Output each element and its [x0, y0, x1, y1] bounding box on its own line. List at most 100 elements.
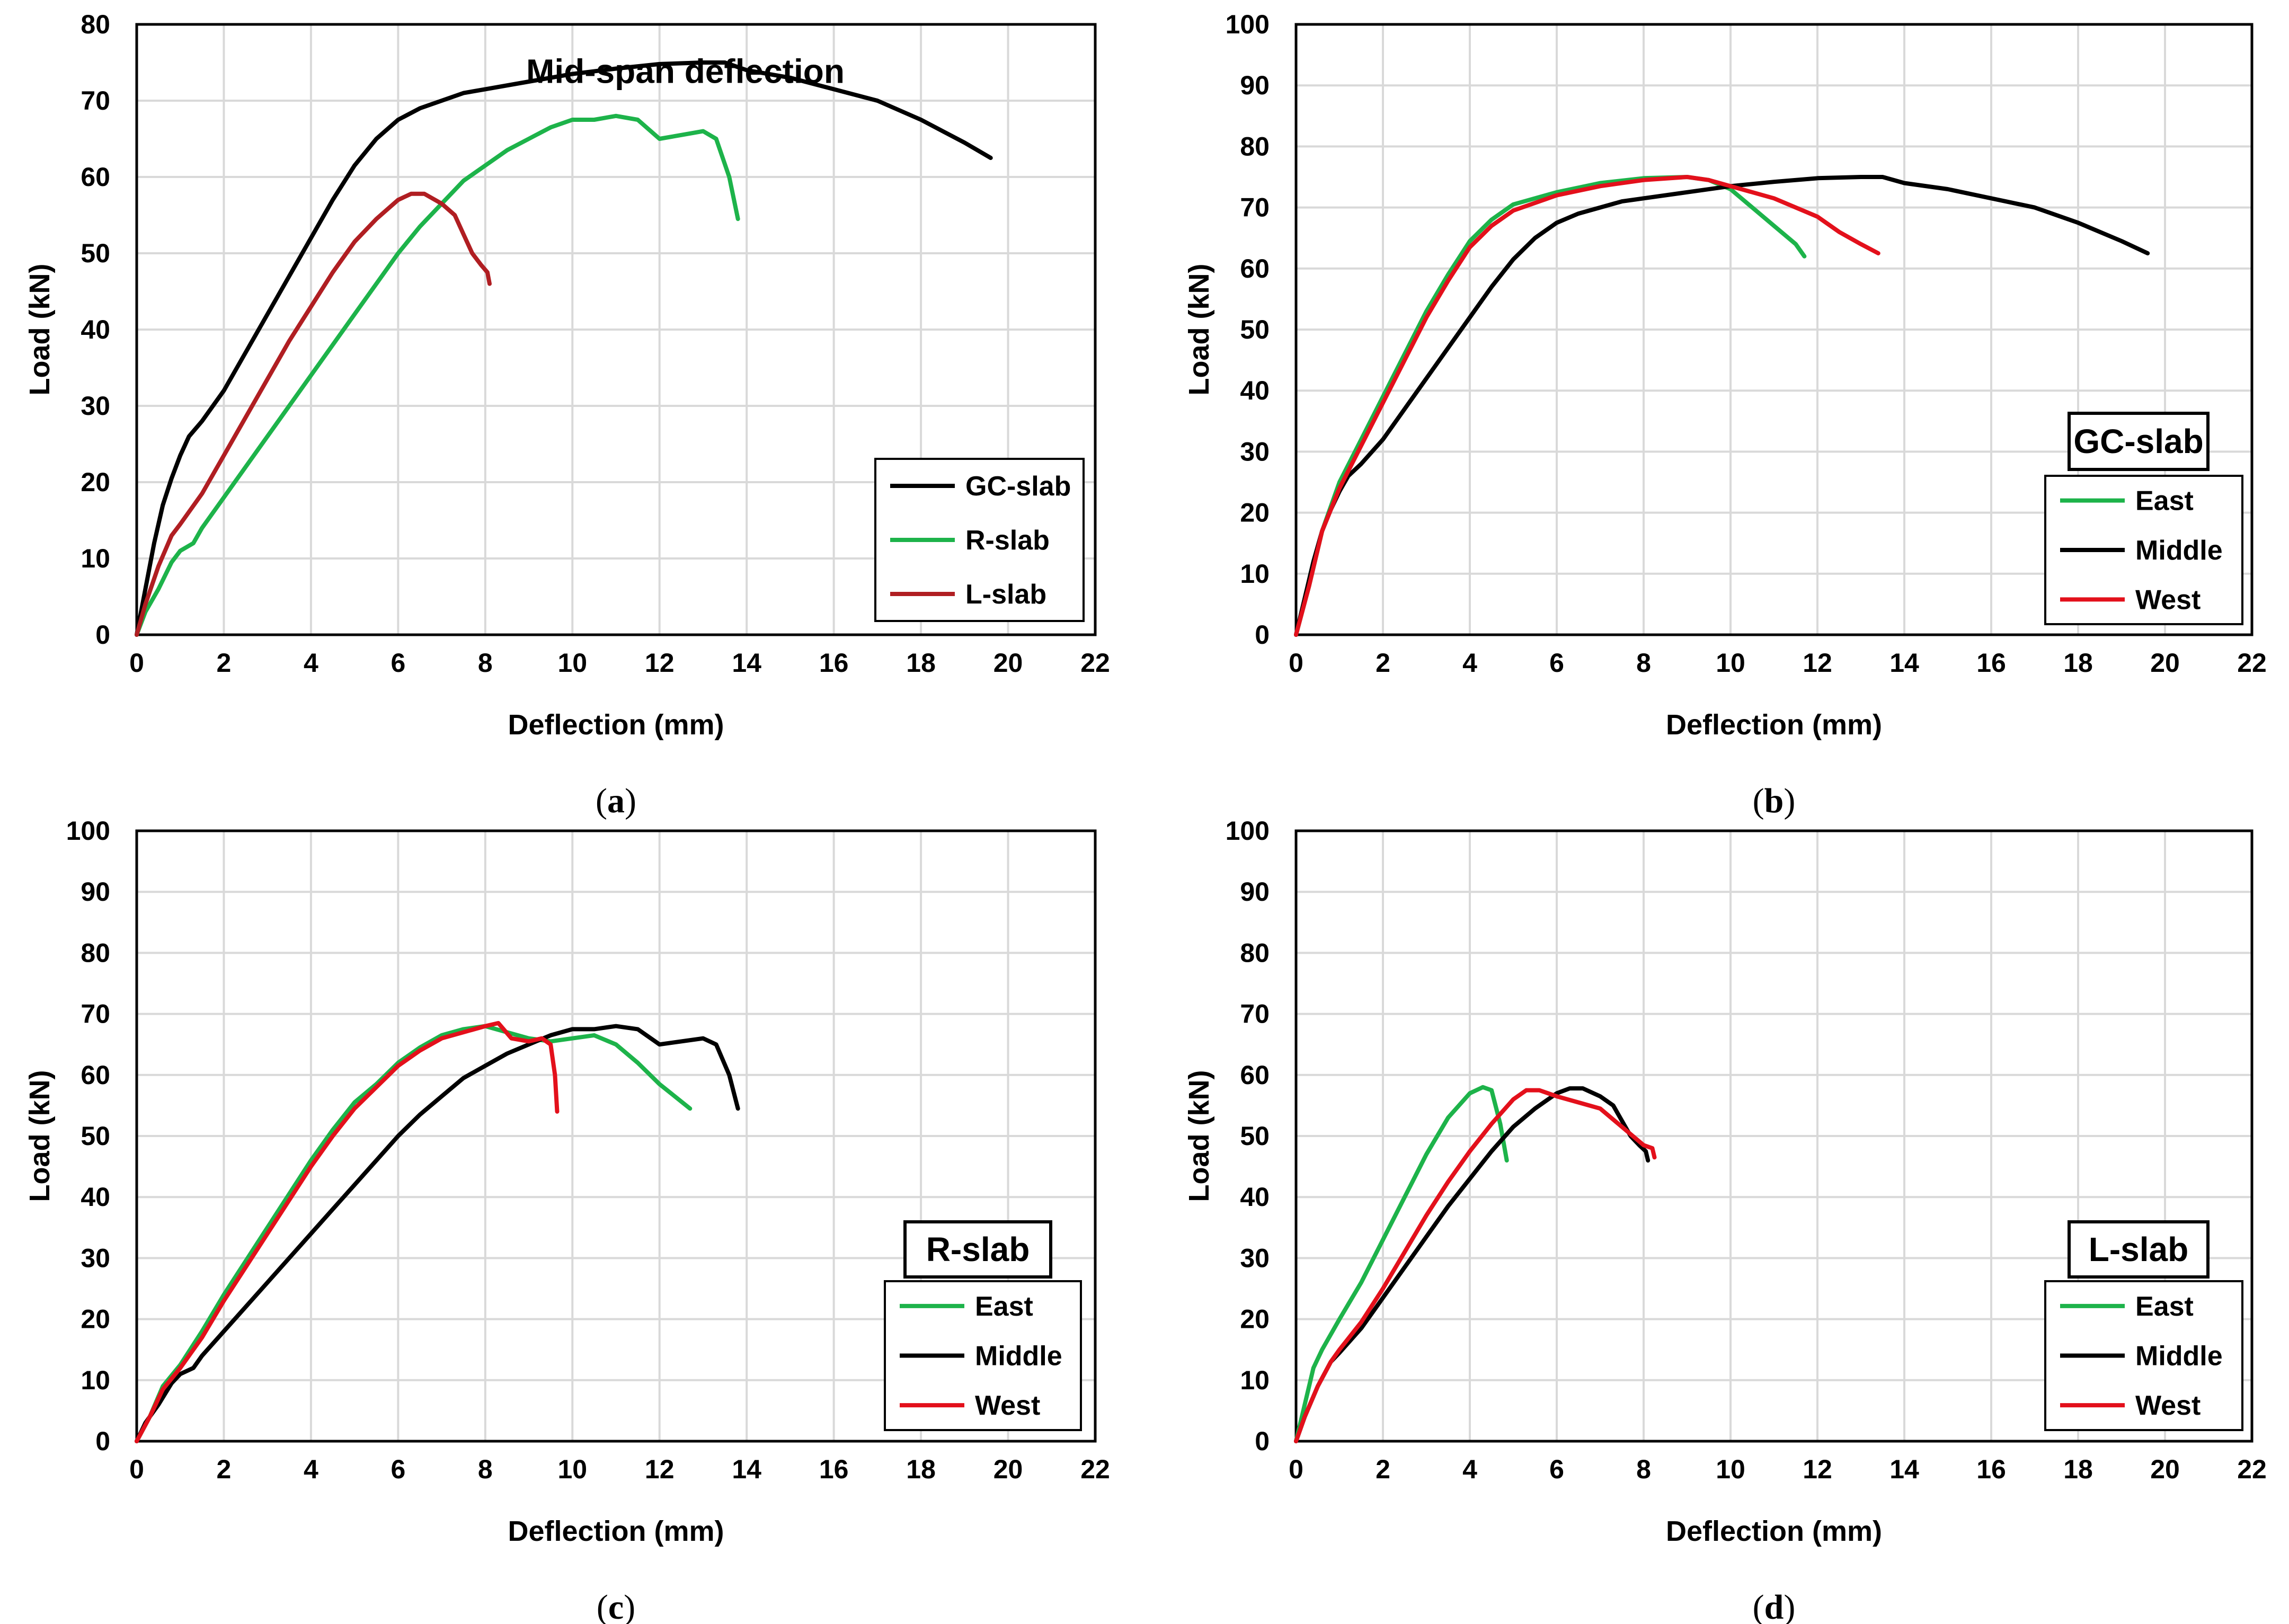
plot-frame	[1294, 23, 2253, 636]
y-tick-label: 40	[81, 1182, 110, 1212]
x-tick-label: 16	[1976, 1454, 2006, 1484]
x-axis-label: Deflection (mm)	[508, 1515, 724, 1547]
y-tick-label: 40	[81, 315, 110, 344]
x-axis-label: Deflection (mm)	[508, 709, 724, 741]
y-tick-label: 20	[81, 467, 110, 497]
chart-title-box	[2068, 412, 2210, 471]
x-tick-label: 22	[2237, 1454, 2267, 1484]
series-line-west	[1294, 1088, 1657, 1443]
legend-label: L-slab	[965, 579, 1046, 610]
chart-title: L-slab	[2089, 1230, 2188, 1268]
y-tick-label: 100	[66, 816, 110, 846]
plot-frame	[135, 829, 1097, 1443]
x-tick-label: 2	[217, 648, 232, 678]
y-tick-label: 0	[95, 1426, 110, 1456]
x-tick-label: 12	[645, 1454, 675, 1484]
panel-caption: (b)	[1753, 782, 1796, 820]
x-tick-label: 10	[1716, 1454, 1745, 1484]
x-tick-label: 18	[906, 648, 936, 678]
x-tick-label: 20	[993, 1454, 1023, 1484]
y-tick-label: 60	[81, 1060, 110, 1090]
y-tick-label: 70	[1240, 999, 1270, 1029]
chart-title: R-slab	[926, 1230, 1030, 1268]
y-axis-label: Load (kN)	[1183, 1070, 1215, 1202]
x-axis-label: Deflection (mm)	[1666, 709, 1882, 741]
y-tick-label: 60	[81, 162, 110, 192]
y-tick-label: 30	[81, 1243, 110, 1273]
y-axis-label: Load (kN)	[24, 264, 56, 396]
x-tick-label: 14	[1889, 1454, 1919, 1484]
x-tick-label: 0	[1289, 1454, 1303, 1484]
x-tick-label: 0	[129, 648, 144, 678]
series-line-middle	[1294, 175, 2150, 637]
y-tick-label: 50	[1240, 315, 1270, 344]
series-line-west	[1294, 175, 1880, 637]
series-line-gc-slab	[135, 60, 993, 637]
x-tick-label: 8	[1636, 648, 1651, 678]
y-tick-label: 0	[1255, 1426, 1270, 1456]
x-tick-label: 14	[732, 648, 761, 678]
series-line-r-slab	[135, 113, 740, 637]
chart-title-box	[903, 1220, 1052, 1279]
legend-label: R-slab	[965, 525, 1050, 556]
x-tick-label: 22	[2237, 648, 2267, 678]
y-tick-label: 80	[1240, 938, 1270, 968]
legend-label: West	[2135, 584, 2201, 615]
x-tick-label: 22	[1080, 1454, 1110, 1484]
y-tick-label: 90	[1240, 877, 1270, 907]
x-tick-label: 20	[2150, 1454, 2180, 1484]
y-tick-label: 90	[81, 877, 110, 907]
y-tick-label: 30	[1240, 1243, 1270, 1273]
x-tick-label: 8	[478, 1454, 493, 1484]
x-tick-label: 10	[557, 648, 587, 678]
panel-caption: (d)	[1753, 1588, 1796, 1624]
y-tick-label: 20	[1240, 1304, 1270, 1334]
series-line-middle	[135, 1024, 740, 1443]
plot-frame	[135, 23, 1097, 636]
x-tick-label: 6	[391, 1454, 405, 1484]
y-tick-label: 60	[1240, 254, 1270, 283]
chart-panel-d: 0 2 4 6 8 10 12 14 16 18 20 22 0 10 20 30 40 50 60 70 80 90 10…	[1183, 816, 2267, 1624]
chart-panel-b: 0 2 4 6 8 10 12 14 16 18 20 22 0 10 20 30 40 50 60 70 80 90 10…	[1183, 10, 2267, 820]
y-tick-label: 10	[81, 1365, 110, 1395]
x-tick-label: 6	[391, 648, 405, 678]
legend-label: Middle	[2135, 1341, 2223, 1372]
legend-label: West	[2135, 1390, 2201, 1421]
panel-caption: (c)	[597, 1588, 635, 1624]
legend-label: Middle	[2135, 535, 2223, 566]
x-tick-label: 0	[1289, 648, 1303, 678]
legend-label: East	[975, 1291, 1033, 1322]
y-tick-label: 50	[1240, 1121, 1270, 1151]
x-tick-label: 18	[2063, 648, 2093, 678]
x-tick-label: 2	[1376, 1454, 1390, 1484]
x-tick-label: 14	[732, 1454, 761, 1484]
x-tick-label: 14	[1889, 648, 1919, 678]
plot-frame	[1294, 829, 2253, 1443]
x-tick-label: 12	[1803, 648, 1832, 678]
y-tick-label: 90	[1240, 70, 1270, 100]
series-line-west	[135, 1020, 560, 1443]
x-tick-label: 16	[1976, 648, 2006, 678]
series-line-east	[1294, 1085, 1509, 1443]
legend-label: Middle	[975, 1341, 1062, 1372]
x-tick-label: 8	[478, 648, 493, 678]
x-tick-label: 10	[1716, 648, 1745, 678]
y-tick-label: 100	[1226, 10, 1270, 39]
y-axis-label: Load (kN)	[24, 1070, 56, 1202]
y-tick-label: 50	[81, 238, 110, 268]
chart-title-box	[2068, 1220, 2210, 1279]
legend-label: GC-slab	[965, 471, 1071, 502]
x-tick-label: 6	[1549, 1454, 1564, 1484]
y-tick-label: 70	[81, 86, 110, 116]
x-tick-label: 2	[217, 1454, 232, 1484]
x-tick-label: 4	[1462, 648, 1477, 678]
x-tick-label: 8	[1636, 1454, 1651, 1484]
legend-label: East	[2135, 486, 2194, 517]
x-tick-label: 12	[645, 648, 675, 678]
x-tick-label: 2	[1376, 648, 1390, 678]
x-tick-label: 20	[2150, 648, 2180, 678]
y-tick-label: 30	[1240, 437, 1270, 466]
y-tick-label: 80	[81, 938, 110, 968]
x-tick-label: 10	[557, 1454, 587, 1484]
